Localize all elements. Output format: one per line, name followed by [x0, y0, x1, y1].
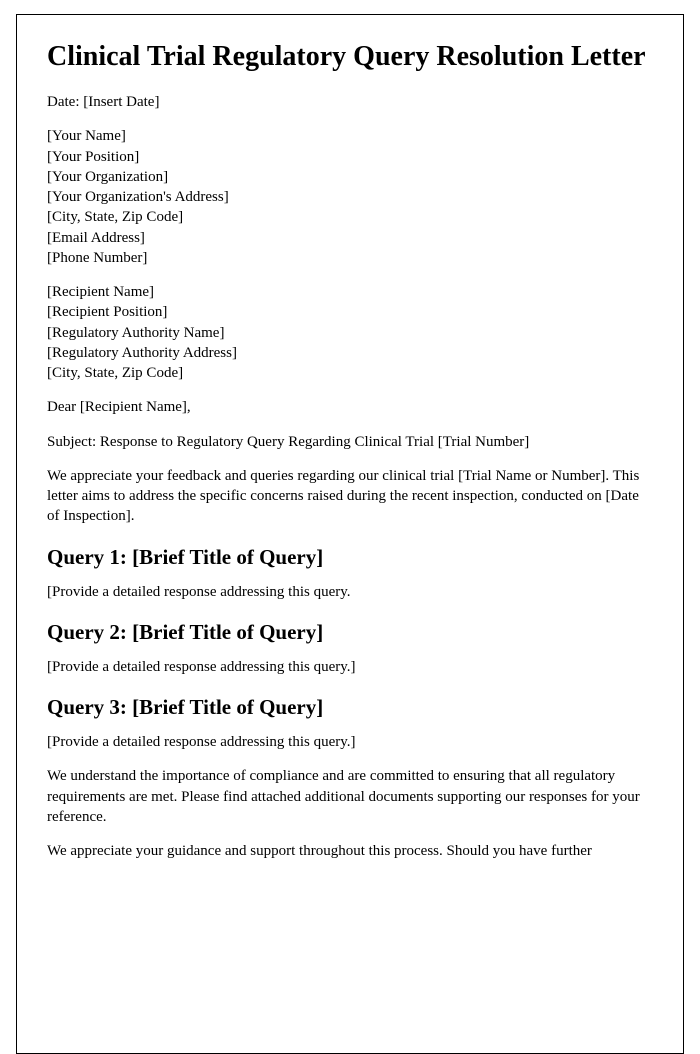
date-line: Date: [Insert Date]: [47, 92, 653, 112]
recipient-authority: [Regulatory Authority Name]: [47, 323, 653, 343]
query-heading-1: Query 1: [Brief Title of Query]: [47, 545, 653, 570]
sender-block: [Your Name] [Your Position] [Your Organi…: [47, 126, 653, 268]
sender-email: [Email Address]: [47, 228, 653, 248]
query-heading-2: Query 2: [Brief Title of Query]: [47, 620, 653, 645]
query-body-3: [Provide a detailed response addressing …: [47, 732, 653, 752]
recipient-address: [Regulatory Authority Address]: [47, 343, 653, 363]
query-body-1: [Provide a detailed response addressing …: [47, 582, 653, 602]
sender-phone: [Phone Number]: [47, 248, 653, 268]
closing-paragraph-partial: We appreciate your guidance and support …: [47, 841, 653, 861]
salutation: Dear [Recipient Name],: [47, 397, 653, 417]
compliance-paragraph: We understand the importance of complian…: [47, 766, 653, 827]
sender-position: [Your Position]: [47, 147, 653, 167]
recipient-position: [Recipient Position]: [47, 302, 653, 322]
query-body-2: [Provide a detailed response addressing …: [47, 657, 653, 677]
query-heading-3: Query 3: [Brief Title of Query]: [47, 695, 653, 720]
page-title: Clinical Trial Regulatory Query Resoluti…: [47, 39, 653, 74]
recipient-block: [Recipient Name] [Recipient Position] [R…: [47, 282, 653, 383]
sender-city: [City, State, Zip Code]: [47, 207, 653, 227]
document-page: Clinical Trial Regulatory Query Resoluti…: [16, 14, 684, 1054]
sender-name: [Your Name]: [47, 126, 653, 146]
recipient-city: [City, State, Zip Code]: [47, 363, 653, 383]
sender-org: [Your Organization]: [47, 167, 653, 187]
intro-paragraph: We appreciate your feedback and queries …: [47, 466, 653, 527]
subject-line: Subject: Response to Regulatory Query Re…: [47, 432, 653, 452]
recipient-name: [Recipient Name]: [47, 282, 653, 302]
sender-address: [Your Organization's Address]: [47, 187, 653, 207]
